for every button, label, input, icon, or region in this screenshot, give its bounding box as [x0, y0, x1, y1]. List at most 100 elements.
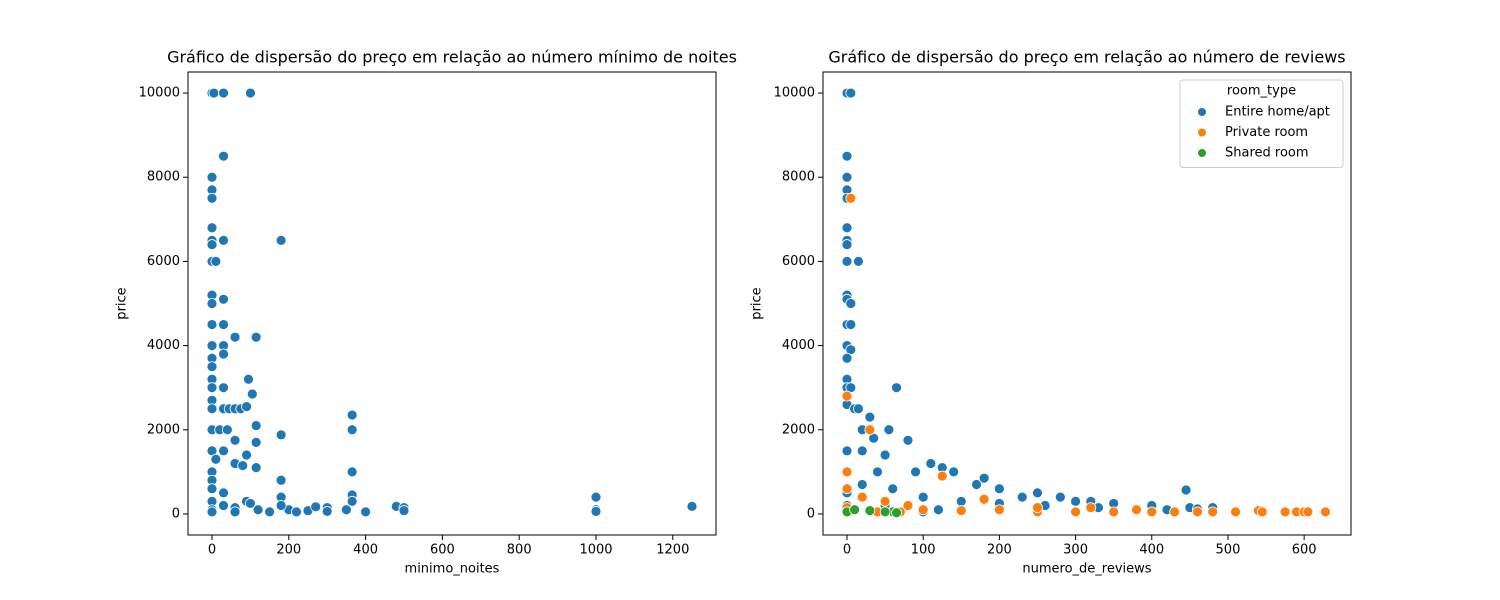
point: [849, 504, 861, 516]
point: [241, 449, 252, 461]
point: [218, 382, 229, 394]
point: [1207, 506, 1219, 518]
legend-label: Private room: [1225, 125, 1308, 140]
point: [244, 498, 256, 509]
subplot: Gráfico de dispersão do preço em relação…: [115, 48, 737, 577]
point: [346, 466, 358, 478]
legend-title: room_type: [1227, 84, 1296, 99]
point: [891, 507, 902, 519]
point: [1032, 502, 1043, 514]
point: [206, 340, 218, 351]
point: [910, 466, 921, 478]
point: [346, 409, 358, 421]
point: [250, 331, 262, 343]
point: [1279, 506, 1291, 518]
point: [340, 504, 352, 516]
plot-frame: [187, 71, 717, 536]
legend: room_type Entire home/apt Private room Shar…: [1179, 79, 1344, 168]
point: [218, 293, 229, 305]
point: [845, 319, 857, 330]
point: [1070, 506, 1081, 518]
point: [845, 87, 857, 99]
point: [925, 458, 937, 469]
point: [206, 403, 218, 415]
legend-marker: [1198, 128, 1206, 137]
point: [206, 192, 218, 204]
point: [206, 222, 218, 234]
x-tick-label: 400: [1139, 543, 1164, 558]
point: [841, 445, 853, 457]
x-tick-label: 600: [1292, 543, 1317, 558]
point: [229, 331, 241, 343]
legend-marker: [1198, 149, 1206, 157]
point: [872, 466, 883, 478]
y-tick-label: 10000: [139, 86, 180, 101]
point: [883, 424, 895, 436]
point: [1192, 506, 1203, 518]
point: [841, 390, 853, 402]
point: [241, 401, 252, 413]
point: [218, 487, 229, 499]
point: [841, 466, 853, 478]
point: [206, 382, 218, 394]
y-tick-label: 0: [807, 506, 815, 521]
point: [845, 298, 857, 309]
x-tick-label: 300: [1063, 543, 1088, 558]
point: [856, 479, 868, 490]
x-axis-label: numero_de_reviews: [1022, 562, 1151, 577]
x-tick-label: 0: [208, 543, 216, 558]
chart-title: Gráfico de dispersão do preço em relação…: [167, 48, 737, 67]
x-tick-label: 1200: [656, 543, 689, 558]
point: [291, 506, 302, 518]
y-tick-label: 2000: [782, 422, 815, 437]
point: [1146, 506, 1158, 518]
point: [864, 411, 876, 423]
point: [206, 319, 218, 330]
point: [993, 504, 1005, 516]
x-axis-label: minimo_noites: [405, 562, 500, 577]
point: [237, 460, 249, 471]
point: [1131, 504, 1142, 516]
point: [841, 256, 853, 267]
y-tick-label: 4000: [147, 338, 180, 353]
point: [1016, 491, 1028, 503]
x-tick-label: 800: [507, 543, 532, 558]
point: [218, 348, 229, 360]
point: [1032, 487, 1043, 499]
point: [218, 234, 229, 246]
subplot: Gráfico de dispersão do preço em relação…: [750, 48, 1352, 577]
point: [1085, 502, 1097, 514]
plot-frame: [822, 71, 1352, 536]
point: [933, 504, 944, 516]
point: [346, 495, 358, 507]
point: [218, 500, 229, 511]
x-tick-label: 0: [843, 543, 851, 558]
point: [841, 171, 853, 183]
point: [321, 506, 333, 517]
point: [917, 491, 929, 503]
point: [206, 506, 218, 518]
point: [1302, 506, 1314, 518]
x-tick-label: 100: [911, 543, 936, 558]
point: [1070, 495, 1081, 507]
point: [1054, 491, 1066, 503]
point: [845, 192, 857, 204]
point: [246, 388, 258, 400]
x-tick-label: 600: [430, 543, 455, 558]
point: [879, 449, 891, 461]
legend-box: [1179, 79, 1344, 168]
point: [978, 472, 990, 484]
point: [993, 483, 1005, 495]
point: [971, 479, 982, 490]
point: [264, 506, 276, 518]
x-tick-label: 200: [987, 543, 1012, 558]
point: [1169, 506, 1181, 518]
point: [210, 256, 222, 267]
point: [856, 445, 868, 457]
y-tick-label: 8000: [147, 170, 180, 185]
point: [948, 466, 960, 478]
point: [221, 424, 233, 436]
y-tick-label: 2000: [147, 422, 180, 437]
point: [218, 445, 229, 457]
point: [841, 150, 853, 162]
